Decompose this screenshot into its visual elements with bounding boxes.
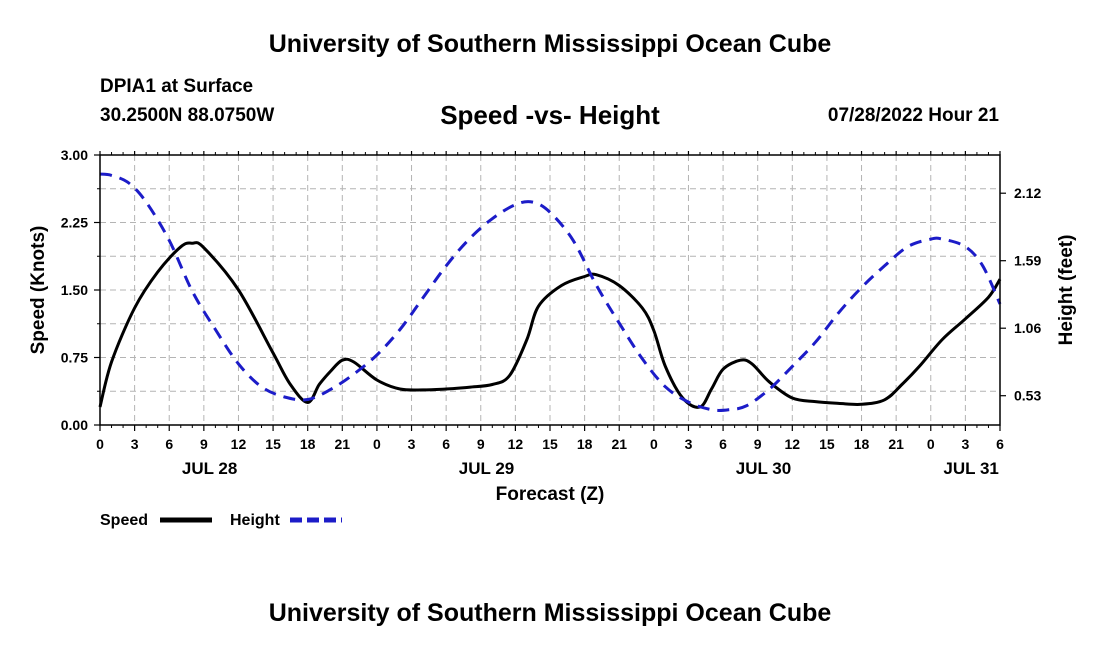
x-tick-label: 3: [408, 436, 416, 452]
y-left-tick-label: 0.75: [61, 350, 88, 366]
series-layer: [98, 172, 1002, 412]
y-left-axis-label: Speed (Knots): [28, 226, 49, 355]
speed-legend-label: Speed: [100, 512, 148, 529]
x-tick-label: 6: [719, 436, 727, 452]
x-tick-label: 18: [577, 436, 593, 452]
x-tick-label: 6: [165, 436, 173, 452]
y-right-axis-label: Height (feet): [1056, 235, 1077, 346]
chart-title: University of Southern Mississippi Ocean…: [268, 30, 832, 58]
y-right-tick-label: 0.53: [1014, 388, 1041, 404]
y-left-tick-label: 1.50: [61, 282, 88, 298]
speed-series-line: [98, 241, 1002, 409]
x-tick-label: 18: [854, 436, 870, 452]
x-tick-label: 15: [819, 436, 835, 452]
x-tick-label: 21: [335, 436, 351, 452]
axis-labels: 0 3 6 9 12 15 18 21 0 3 6 9 12 15 18 21 0 3 6 9 12 15 18 21 0 3 6J…: [28, 147, 1077, 505]
coordinates-label: 30.2500N 88.0750W: [100, 105, 275, 126]
x-tick-label: 21: [611, 436, 627, 452]
x-tick-label: 0: [96, 436, 104, 452]
height-series-line: [99, 172, 1002, 412]
day-label: JUL 29: [459, 459, 514, 478]
forecast-datestamp: 07/28/2022 Hour 21: [827, 105, 999, 126]
x-axis-label: Forecast (Z): [496, 484, 605, 505]
axis-ticks: [94, 151, 1006, 431]
x-tick-label: 3: [131, 436, 139, 452]
chart-subtitle: Speed -vs- Height: [440, 100, 660, 130]
x-tick-label: 6: [996, 436, 1004, 452]
x-tick-label: 21: [888, 436, 904, 452]
y-left-tick-label: 3.00: [61, 147, 88, 163]
day-label: JUL 28: [182, 459, 237, 478]
x-tick-label: 3: [961, 436, 969, 452]
x-tick-label: 15: [265, 436, 281, 452]
x-tick-label: 12: [231, 436, 247, 452]
x-tick-label: 9: [477, 436, 485, 452]
x-tick-label: 0: [927, 436, 935, 452]
x-tick-label: 18: [300, 436, 316, 452]
station-label: DPIA1 at Surface: [100, 76, 254, 97]
x-tick-label: 12: [508, 436, 524, 452]
y-right-tick-label: 1.06: [1014, 320, 1041, 336]
height-legend-label: Height: [230, 512, 280, 529]
x-tick-label: 9: [200, 436, 208, 452]
day-label: JUL 31: [943, 459, 998, 478]
x-tick-label: 6: [442, 436, 450, 452]
y-right-tick-label: 2.12: [1014, 185, 1041, 201]
x-tick-label: 9: [754, 436, 762, 452]
x-tick-label: 0: [650, 436, 658, 452]
x-tick-label: 12: [785, 436, 801, 452]
y-right-tick-label: 1.59: [1014, 253, 1041, 269]
y-left-tick-label: 0.00: [61, 417, 88, 433]
day-label: JUL 30: [736, 459, 791, 478]
x-tick-label: 15: [542, 436, 558, 452]
footer-title: University of Southern Mississippi Ocean…: [268, 599, 832, 627]
grid-lines: [100, 155, 1000, 425]
y-left-tick-label: 2.25: [61, 215, 88, 231]
x-tick-label: 0: [373, 436, 381, 452]
x-tick-label: 3: [685, 436, 693, 452]
legend: Speed Height: [100, 512, 342, 529]
